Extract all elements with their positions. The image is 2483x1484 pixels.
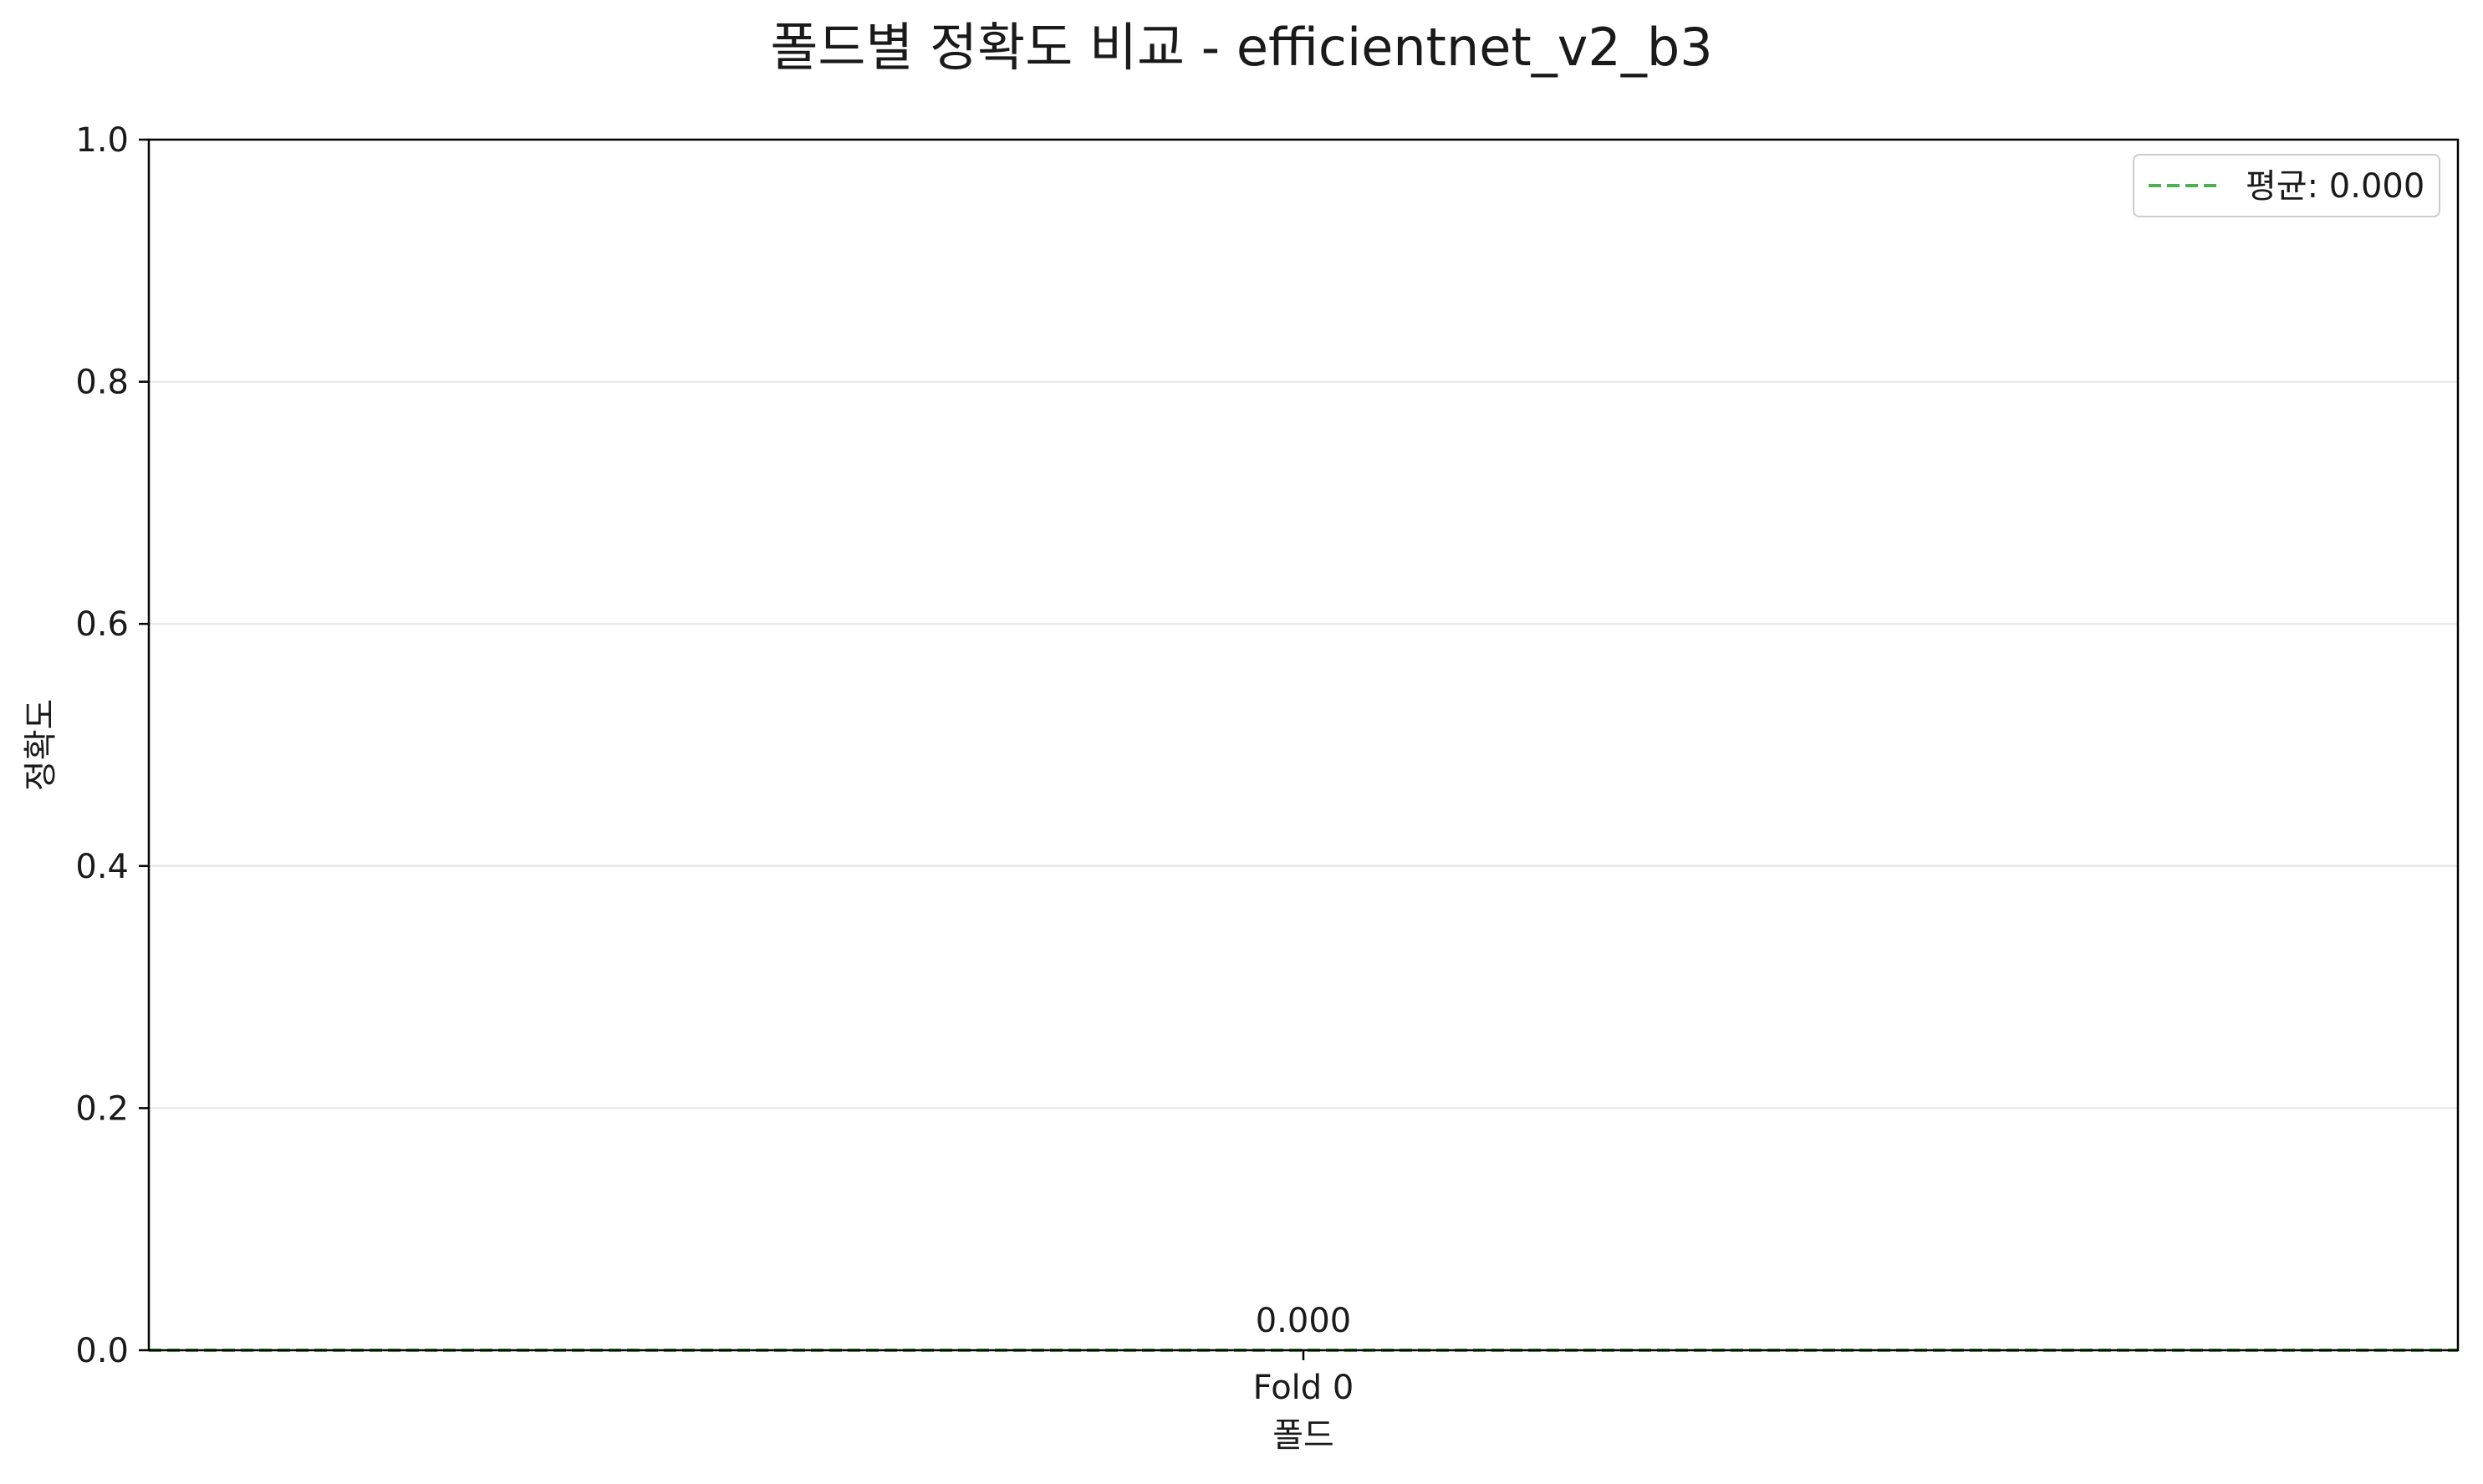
y-tick-label: 0.6	[75, 605, 129, 644]
y-tick-label: 0.4	[75, 848, 129, 886]
chart-title: 폴드별 정확도 비교 - efficientnet_v2_b3	[770, 17, 1712, 78]
y-tick-label: 0.0	[75, 1332, 129, 1370]
legend-frame	[2133, 154, 2440, 217]
gridlines	[149, 380, 2458, 1109]
legend: 평균: 0.000	[2133, 154, 2440, 217]
x-axis-ticks: Fold 0	[1253, 1350, 1354, 1407]
y-axis-ticks: 0.0 0.2 0.4 0.6 0.8 1.0	[75, 121, 149, 1370]
y-tick-label: 0.2	[75, 1089, 129, 1128]
y-tick-label: 0.8	[75, 364, 129, 402]
y-tick-label: 1.0	[75, 121, 129, 160]
x-tick-label: Fold 0	[1253, 1369, 1354, 1407]
legend-label-mean: 평균: 0.000	[2246, 167, 2424, 206]
data-labels: 0.000	[1256, 1302, 1352, 1340]
x-axis-label: 폴드	[1272, 1416, 1334, 1455]
data-label: 0.000	[1256, 1302, 1352, 1340]
y-axis-label: 정확도	[22, 699, 60, 791]
